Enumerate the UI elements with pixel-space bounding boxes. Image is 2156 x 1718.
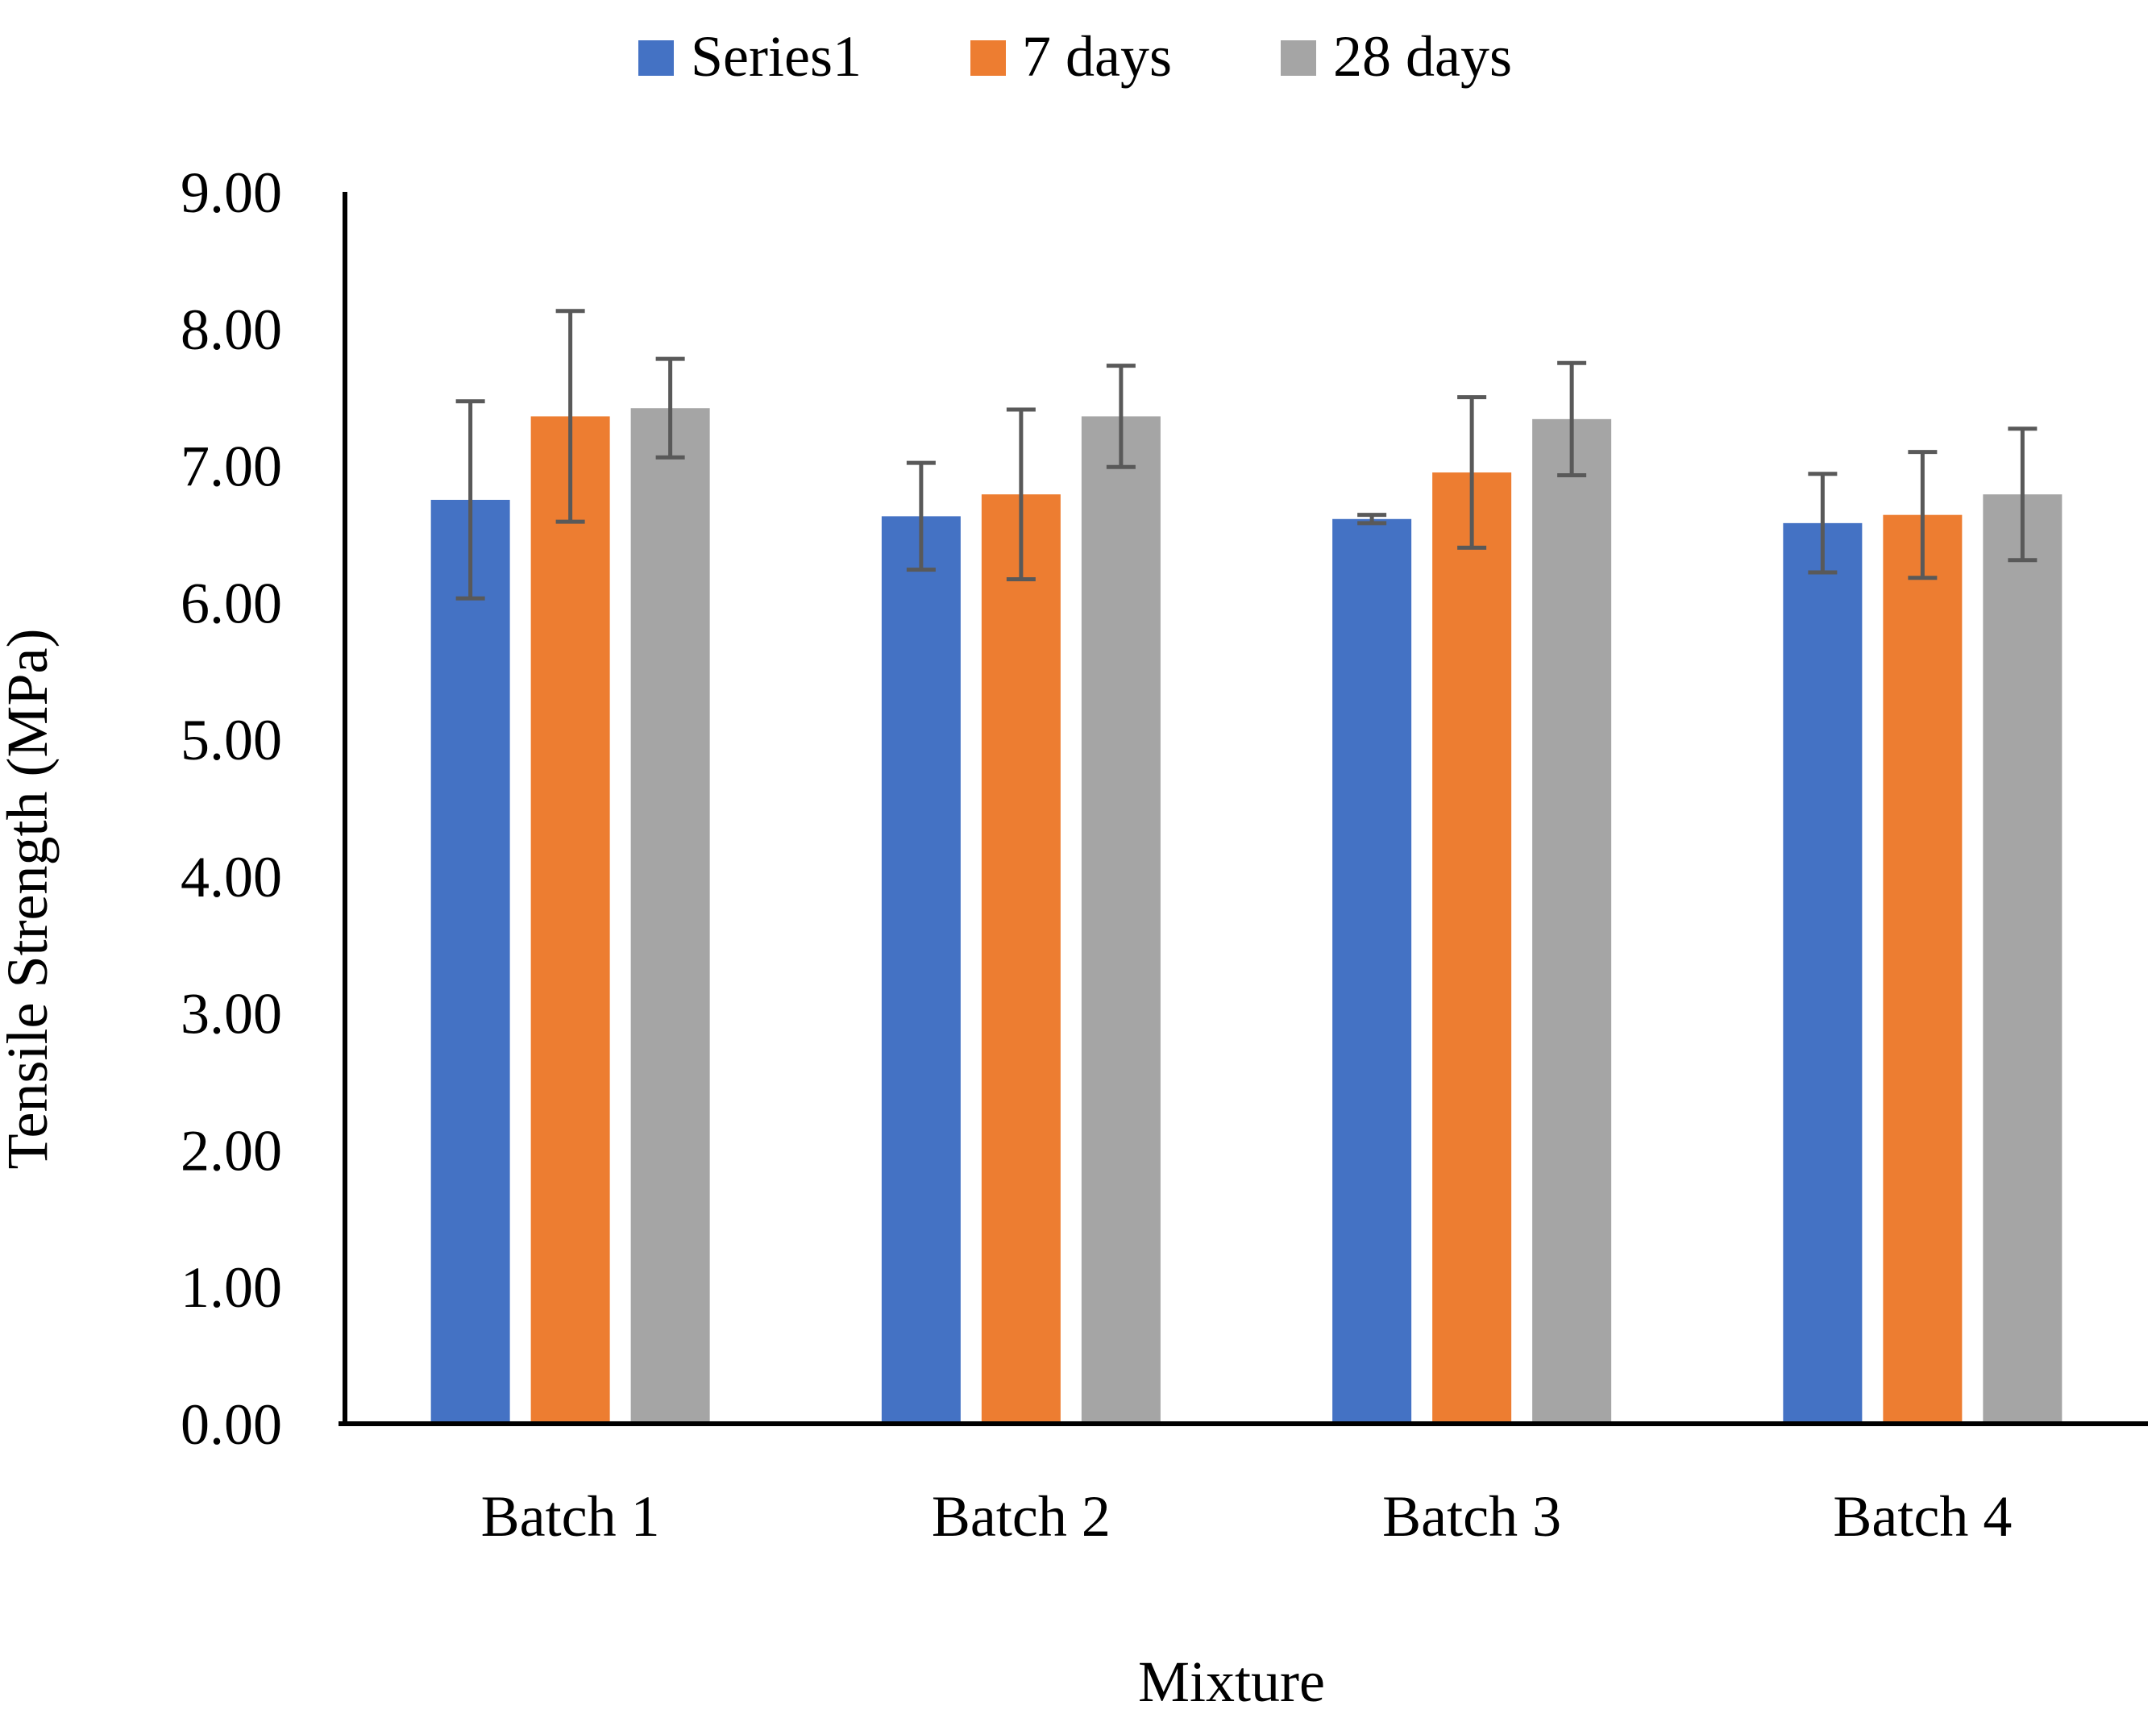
bar-series1-batch-3 — [1332, 518, 1412, 1425]
legend-swatch — [638, 40, 674, 76]
legend-item-28-days: 28 days — [1281, 24, 1512, 89]
y-tick-label: 1.00 — [181, 1255, 282, 1320]
y-tick-label: 9.00 — [181, 160, 282, 225]
y-tick-label: 7.00 — [181, 435, 282, 499]
y-axis-label: Tensile Strength (MPa) — [0, 629, 60, 1170]
legend-item-series1: Series1 — [638, 24, 862, 89]
error-bar-7-days-batch-2 — [1006, 407, 1036, 581]
error-bar-series1-batch-3 — [1357, 513, 1387, 526]
y-tick-label: 2.00 — [181, 1118, 282, 1183]
y-tick-label: 5.00 — [181, 708, 282, 772]
legend-label: 28 days — [1333, 24, 1512, 89]
legend-swatch — [970, 40, 1006, 76]
error-bar-7-days-batch-4 — [1908, 450, 1938, 580]
y-tick-label: 0.00 — [181, 1392, 282, 1457]
bar-series1-batch-1 — [430, 500, 510, 1424]
error-bar-7-days-batch-1 — [555, 309, 585, 524]
x-tick-label: Batch 2 — [932, 1484, 1111, 1549]
y-tick-labels: 0.00 1.00 2.00 3.00 4.00 5.00 6.00 7.00 8.00 9.00 — [181, 160, 282, 1457]
error-bar-28-days-batch-4 — [2008, 426, 2038, 563]
y-tick-label: 3.00 — [181, 982, 282, 1046]
error-bar-series1-batch-2 — [906, 460, 936, 572]
axes-group — [339, 192, 2148, 1426]
error-bar-28-days-batch-2 — [1106, 364, 1136, 469]
error-bar-series1-batch-4 — [1808, 472, 1838, 575]
y-tick-label: 6.00 — [181, 571, 282, 635]
bar-28-days-batch-4 — [1983, 494, 2063, 1424]
error-bar-series1-batch-1 — [455, 399, 485, 601]
x-tick-label: Batch 4 — [1833, 1484, 2012, 1549]
bar-7-days-batch-3 — [1432, 472, 1512, 1424]
x-tick-label: Batch 3 — [1382, 1484, 1561, 1549]
legend-item-7-days: 7 days — [970, 24, 1172, 89]
bar-28-days-batch-1 — [630, 408, 710, 1424]
legend: Series1 7 days 28 days — [638, 24, 1512, 89]
error-bar-7-days-batch-3 — [1457, 395, 1487, 550]
bar-28-days-batch-3 — [1532, 418, 1612, 1425]
bar-7-days-batch-1 — [530, 416, 610, 1424]
x-tick-label: Batch 1 — [481, 1484, 660, 1549]
error-bar-28-days-batch-1 — [655, 356, 685, 460]
error-bars-group — [455, 309, 2038, 601]
error-bar-28-days-batch-3 — [1557, 360, 1587, 477]
legend-label: Series1 — [691, 24, 862, 89]
x-tick-labels: Batch 1 Batch 2 Batch 3 Batch 4 — [481, 1484, 2013, 1549]
y-tick-label: 8.00 — [181, 297, 282, 362]
bar-series1-batch-4 — [1783, 522, 1863, 1424]
bar-7-days-batch-2 — [981, 494, 1061, 1424]
bar-28-days-batch-2 — [1081, 416, 1161, 1424]
bar-7-days-batch-4 — [1883, 514, 1963, 1424]
bars-group — [430, 408, 2063, 1425]
y-tick-label: 4.00 — [181, 845, 282, 909]
legend-swatch — [1281, 40, 1316, 76]
legend-label: 7 days — [1022, 24, 1172, 89]
bar-series1-batch-2 — [881, 516, 961, 1425]
x-axis-label: Mixture — [1138, 1649, 1325, 1714]
